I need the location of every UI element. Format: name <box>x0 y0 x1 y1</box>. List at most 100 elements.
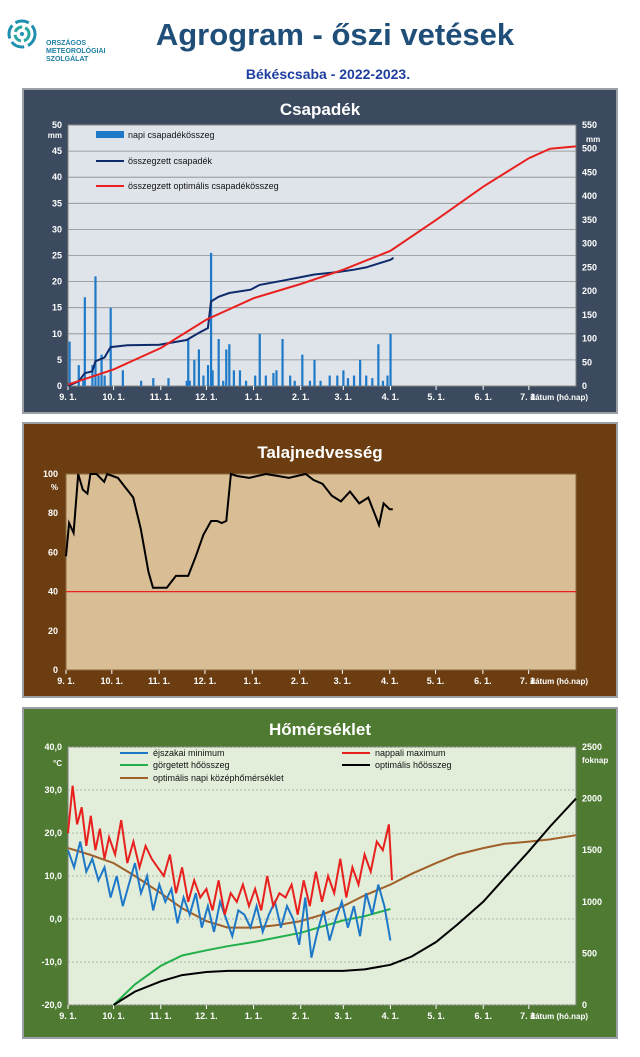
precip-daily-bar <box>68 341 71 386</box>
soil-x-tick-label: 1. 1. <box>244 676 262 686</box>
temp-left-y-tick-label: 40,0 <box>44 742 62 752</box>
temp-right-y-tick-label: 2500 <box>582 742 602 752</box>
header: ORSZÁGOS METEOROLÓGIAI SZOLGÁLAT Agrogra… <box>0 0 640 86</box>
soil-x-tick-label: 10. 1. <box>101 676 124 686</box>
precip-daily-bar <box>381 380 385 386</box>
precip-daily-bar <box>83 297 86 386</box>
precip-daily-bar <box>100 354 103 386</box>
temp-x-tick-label: 7. 1. <box>520 1011 538 1021</box>
precip-x-tick-label: 4. 1. <box>382 392 400 402</box>
precip-daily-bar <box>281 339 284 386</box>
precip-daily-bar <box>225 349 228 386</box>
temp-x-tick-label: 1. 1. <box>245 1011 263 1021</box>
precip-daily-bar <box>272 372 275 386</box>
soil-y-tick-label: 60 <box>48 547 58 557</box>
precip-daily-bar <box>193 359 196 386</box>
soil-y-tick-label: 40 <box>48 587 58 597</box>
precip-daily-bar <box>275 370 278 386</box>
precip-right-y-tick-label: 300 <box>582 239 597 249</box>
soil-x-tick-label: 9. 1. <box>57 676 75 686</box>
precip-daily-bar <box>222 380 225 386</box>
soil-x-tick-label: 3. 1. <box>334 676 352 686</box>
precip-daily-bar <box>152 378 155 386</box>
precip-legend-label: napi csapadékösszeg <box>128 130 215 140</box>
precip-right-y-tick-label: 50 <box>582 357 592 367</box>
precip-x-tick-label: 7. 1. <box>520 392 538 402</box>
precip-right-y-tick-label: 200 <box>582 286 597 296</box>
precip-x-tick-label: 5. 1. <box>427 392 445 402</box>
precip-right-unit: mm <box>586 135 600 144</box>
precip-daily-bar <box>301 354 304 386</box>
precip-legend-label: összegzett csapadék <box>128 156 213 166</box>
precip-daily-bar <box>254 375 257 386</box>
precip-x-tick-label: 12. 1. <box>195 392 218 402</box>
temp-max-line <box>67 785 393 915</box>
temp-min-line <box>67 841 392 958</box>
temp-x-tick-label: 9. 1. <box>59 1011 77 1021</box>
temp-left-y-tick-label: 20,0 <box>44 828 62 838</box>
precip-daily-bar <box>389 333 392 386</box>
precip-left-unit: mm <box>48 131 62 140</box>
precip-daily-bar <box>232 370 235 386</box>
precip-daily-bar <box>228 344 231 386</box>
temp-left-y-tick-label: 0,0 <box>49 914 62 924</box>
precip-daily-bar <box>211 370 214 386</box>
soil-moisture-chart: Talajnedvesség 0 20 40 60 80 100% 9. 1. 10. 1. 11… <box>43 443 588 686</box>
soil-x-tick-label: 4. 1. <box>381 676 399 686</box>
soil-x-tick-label: 2. 1. <box>291 676 309 686</box>
precip-daily-bar <box>121 370 124 386</box>
soil-y-tick-label: 0 <box>53 665 58 675</box>
precip-left-y-tick-label: 35 <box>52 198 62 208</box>
soil-x-tick-label: 6. 1. <box>474 676 492 686</box>
precip-daily-bar <box>319 380 322 386</box>
precip-daily-bar <box>371 378 374 386</box>
soil-x-tick-label: 12. 1. <box>194 676 217 686</box>
omsz-logo-icon <box>7 19 37 49</box>
precip-daily-bar <box>140 380 143 386</box>
temp-left-unit: °C <box>53 759 62 768</box>
soil-y-tick-label: 100 <box>43 469 58 479</box>
precip-right-y-tick-label: 400 <box>582 191 597 201</box>
soil-moisture-line <box>65 472 393 589</box>
precip-daily-bar <box>82 378 85 386</box>
precip-daily-bar <box>289 375 292 386</box>
precip-daily-bar <box>308 380 312 386</box>
temp-right-y-tick-label: 1000 <box>582 897 602 907</box>
temp-right-y-tick-label: 0 <box>582 1000 587 1010</box>
precip-x-tick-label: 9. 1. <box>59 392 77 402</box>
soil-title: Talajnedvesség <box>257 443 382 462</box>
precip-daily-bar <box>197 349 201 386</box>
precip-right-y-tick-label: 550 <box>582 120 597 130</box>
temp-left-y-tick-label: -20,0 <box>41 1000 62 1010</box>
precip-right-y-tick-label: 100 <box>582 334 597 344</box>
temp-right-y-tick-label: 2000 <box>582 794 602 804</box>
precip-left-y-tick-label: 25 <box>52 251 62 261</box>
precip-right-y-tick-label: 250 <box>582 262 597 272</box>
soil-plot-area <box>65 473 577 671</box>
precip-left-y-tick-label: 20 <box>52 277 62 287</box>
precip-daily-bar <box>185 380 188 386</box>
precip-legend-swatch <box>96 131 124 138</box>
precip-daily-bar <box>336 375 339 386</box>
precip-daily-bar <box>342 370 345 386</box>
precip-x-tick-label: 11. 1. <box>150 392 172 402</box>
temp-x-tick-label: 4. 1. <box>382 1011 400 1021</box>
precip-daily-bar <box>188 380 191 386</box>
precip-x-tick-label: 3. 1. <box>335 392 353 402</box>
omsz-logo: ORSZÁGOS METEOROLÓGIAI SZOLGÁLAT <box>6 18 126 63</box>
temp-x-tick-label: 10. 1. <box>102 1011 125 1021</box>
precip-x-tick-label: 1. 1. <box>245 392 263 402</box>
logo-line-2: METEOROLÓGIAI <box>46 48 106 55</box>
precip-left-y-tick-label: 30 <box>52 224 62 234</box>
temp-left-y-tick-label: -10,0 <box>41 957 62 967</box>
temp-title: Hőmérséklet <box>269 720 371 739</box>
precipitation-chart: Csapadék05101520253035404550050100150200… <box>48 100 600 402</box>
temp-x-tick-label: 2. 1. <box>292 1011 310 1021</box>
precip-right-y-tick-label: 450 <box>582 167 597 177</box>
precip-daily-bar <box>365 375 368 386</box>
precip-right-y-tick-label: 0 <box>582 381 587 391</box>
precip-daily-bar <box>77 365 80 386</box>
soil-y-unit: % <box>51 483 58 492</box>
precip-x-tick-label: 6. 1. <box>474 392 492 402</box>
soil-y-tick-label: 20 <box>48 626 58 636</box>
